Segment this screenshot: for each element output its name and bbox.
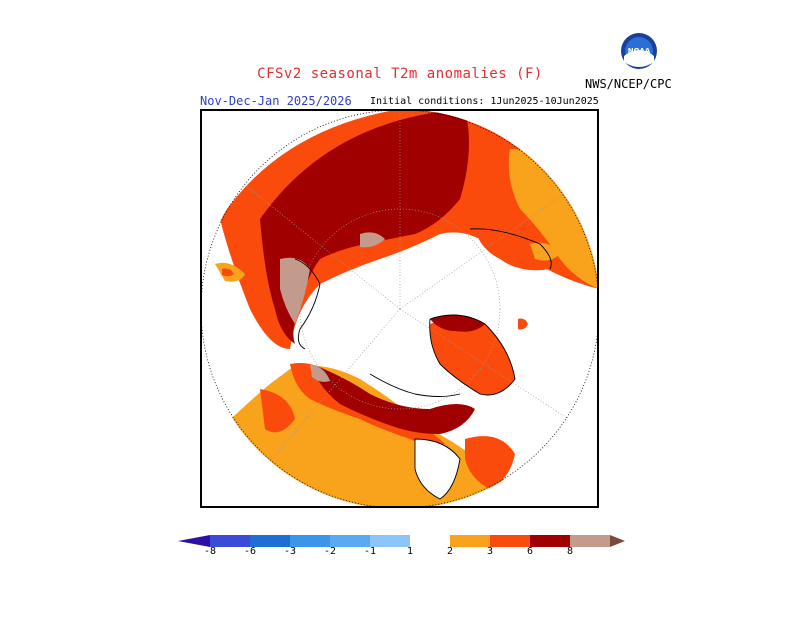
hudson-bay-region bbox=[415, 439, 460, 499]
colorbar-label: -2 bbox=[323, 546, 337, 557]
logo-text: NOAA bbox=[628, 47, 651, 55]
europe-orange-patch bbox=[530, 242, 560, 261]
map-frame bbox=[200, 109, 599, 508]
colorbar-label: 1 bbox=[406, 546, 414, 557]
colorbar-label: -3 bbox=[283, 546, 297, 557]
tan-patch-north bbox=[360, 232, 385, 248]
colorbar-high-arrow bbox=[610, 535, 625, 547]
noaa-logo-icon: NOAA bbox=[621, 33, 657, 69]
tan-patch-west bbox=[280, 257, 310, 324]
alaska-orange bbox=[260, 389, 295, 433]
colorbar-label: -1 bbox=[363, 546, 377, 557]
western-red-dot bbox=[222, 268, 234, 277]
colorbar-label: 3 bbox=[486, 546, 494, 557]
east-orange-region bbox=[508, 149, 599, 289]
eastern-canada-warm bbox=[465, 436, 515, 489]
agency-label: NWS/NCEP/CPC bbox=[585, 77, 672, 91]
greenland-warm-region bbox=[429, 319, 515, 395]
valid-period: Nov-Dec-Jan 2025/2026 bbox=[200, 94, 352, 108]
anomaly-map bbox=[200, 109, 599, 508]
canada-strong-warm-region bbox=[310, 364, 475, 434]
map-title: CFSv2 seasonal T2m anomalies (F) bbox=[257, 66, 543, 82]
colorbar bbox=[178, 535, 625, 547]
colorbar-label: 8 bbox=[566, 546, 574, 557]
siberia-strong-warm-region bbox=[260, 109, 469, 344]
colorbar-low-arrow bbox=[178, 535, 210, 547]
colorbar-label: 2 bbox=[446, 546, 454, 557]
europe-warm-region bbox=[475, 228, 554, 271]
colorbar-label: -8 bbox=[203, 546, 217, 557]
colorbar-label: 6 bbox=[526, 546, 534, 557]
greenland-dark-patch bbox=[430, 315, 485, 332]
colorbar-label: -6 bbox=[243, 546, 257, 557]
alaska-tan-patch bbox=[310, 364, 330, 382]
initial-conditions: Initial conditions: 1Jun2025-10Jun2025 bbox=[370, 96, 599, 107]
iceland-patch bbox=[518, 318, 528, 330]
